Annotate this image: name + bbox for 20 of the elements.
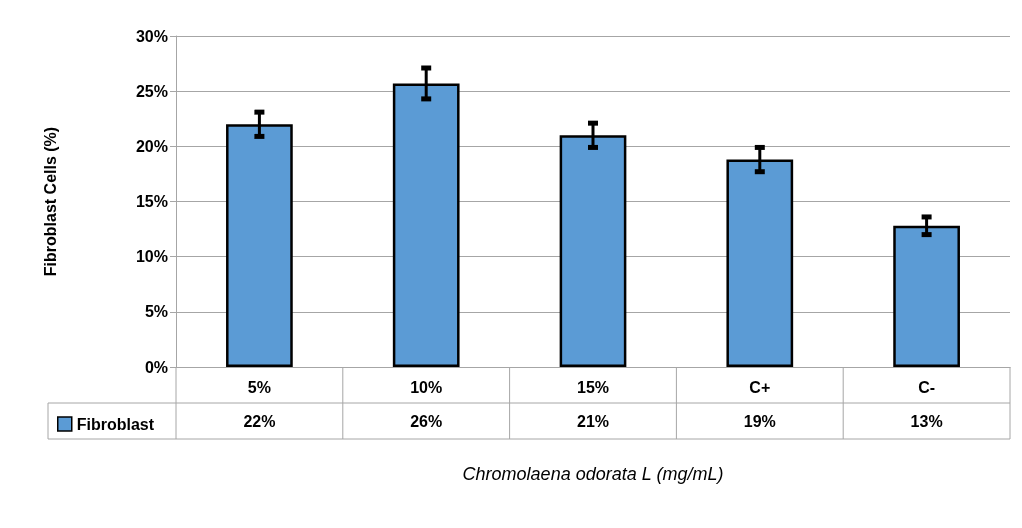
data-label: 19% <box>743 412 776 430</box>
y-tick-label: 0% <box>144 358 168 376</box>
data-label: 22% <box>243 412 276 430</box>
data-label: 26% <box>410 412 443 430</box>
y-tick-label: 30% <box>135 27 168 45</box>
y-tick-label: 10% <box>135 248 168 266</box>
x-tick-label: C- <box>918 378 936 396</box>
y-tick-label: 25% <box>135 82 168 100</box>
data-label: 21% <box>576 412 610 430</box>
y-tick-label: 15% <box>135 193 168 210</box>
x-tick-label: 10% <box>410 378 443 396</box>
y-tick-label: 5% <box>144 303 168 321</box>
y-axis-title: Fibroblast Cells (%) <box>41 126 59 277</box>
x-axis-title: Chromolaena odorata L (mg/mL) <box>462 464 724 484</box>
x-tick-label: 5% <box>247 378 271 396</box>
y-tick-label: 20% <box>135 137 168 155</box>
data-label: 13% <box>910 412 943 430</box>
x-tick-label: 15% <box>576 378 610 396</box>
x-tick-label: C+ <box>749 378 771 396</box>
legend-label: Fibroblast <box>76 415 155 433</box>
